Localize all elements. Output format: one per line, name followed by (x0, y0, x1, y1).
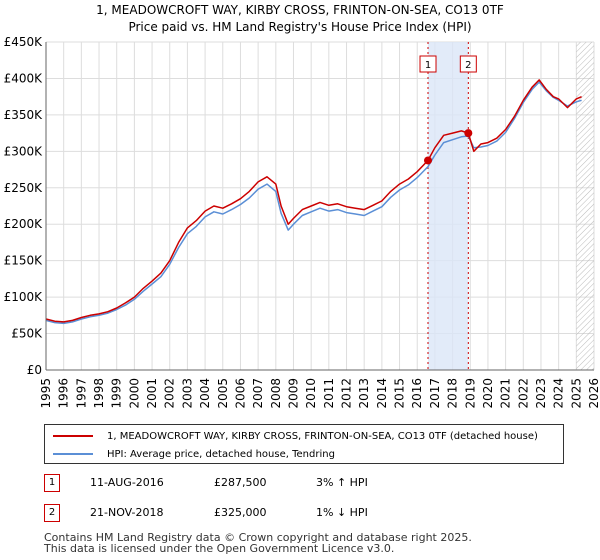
sale-number-badge: 1 (44, 474, 60, 492)
plot-area (46, 42, 594, 370)
x-tick-label: 1997 (74, 378, 88, 409)
x-tick-label: 2008 (269, 378, 283, 409)
title-line-2: Price paid vs. HM Land Registry's House … (128, 20, 472, 34)
x-tick-label: 2012 (340, 378, 354, 409)
sale-hpi-diff: 3% ↑ HPI (316, 476, 368, 489)
x-tick-label: 2013 (357, 378, 371, 409)
y-tick-label: £250K (4, 181, 44, 195)
x-tick-label: 2020 (481, 378, 495, 409)
y-tick-label: £50K (11, 327, 43, 341)
legend-label-hpi: HPI: Average price, detached house, Tend… (107, 448, 335, 460)
x-tick-label: 2014 (375, 378, 389, 409)
sale-price: £287,500 (214, 476, 267, 489)
footer-line-1: Contains HM Land Registry data © Crown c… (44, 531, 472, 544)
footer-attribution: Contains HM Land Registry data © Crown c… (44, 532, 584, 554)
x-tick-label: 1998 (92, 378, 106, 409)
y-tick-label: £450K (4, 35, 44, 49)
legend-line-red (53, 435, 93, 437)
x-tick-label: 2011 (322, 378, 336, 409)
y-tick-label: £0 (27, 363, 42, 377)
x-tick-label: 2000 (127, 378, 141, 409)
x-tick-label: 2018 (446, 378, 460, 409)
sale-number-badge: 2 (44, 504, 60, 522)
axes: £0 £50K £100K £150K £200K £250K £300K £350K £400… (4, 35, 600, 409)
x-tick-label: 2001 (145, 378, 159, 409)
sale-point (424, 156, 433, 165)
x-tick-label: 2007 (251, 378, 265, 409)
forecast-hatch (576, 42, 594, 370)
title-line-1: 1, MEADOWCROFT WAY, KIRBY CROSS, FRINTON… (96, 3, 504, 17)
chart-legend: 1, MEADOWCROFT WAY, KIRBY CROSS, FRINTON… (44, 424, 564, 464)
x-tick-label: 2016 (410, 378, 424, 409)
x-tick-label: 2021 (499, 378, 513, 409)
x-tick-label: 2022 (516, 378, 530, 409)
y-tick-label: £150K (4, 254, 44, 268)
table-row: 2 21-NOV-2018 £325,000 1% ↓ HPI (44, 504, 584, 524)
x-tick-label: 2009 (286, 378, 300, 409)
y-tick-label: £100K (4, 290, 44, 304)
x-tick-label: 2019 (463, 378, 477, 409)
series-lines (45, 79, 582, 325)
x-tick-label: 1996 (57, 378, 71, 409)
sale-hpi-diff: 1% ↓ HPI (316, 506, 368, 519)
sale-period-region (427, 42, 594, 370)
legend-item-property: 1, MEADOWCROFT WAY, KIRBY CROSS, FRINTON… (53, 428, 538, 444)
y-tick-label: £350K (4, 108, 44, 122)
x-tick-label: 2005 (216, 378, 230, 409)
legend-item-hpi: HPI: Average price, detached house, Tend… (53, 446, 335, 462)
chart-title: 1, MEADOWCROFT WAY, KIRBY CROSS, FRINTON… (0, 2, 600, 36)
x-tick-label: 1999 (110, 378, 124, 409)
footer-line-2: This data is licensed under the Open Gov… (44, 542, 395, 555)
x-tick-label: 2010 (304, 378, 318, 409)
x-tick-label: 2017 (428, 378, 442, 409)
grid (45, 41, 595, 371)
x-tick-label: 2006 (233, 378, 247, 409)
y-tick-label: £300K (4, 144, 44, 158)
table-row: 1 11-AUG-2016 £287,500 3% ↑ HPI (44, 474, 584, 494)
property-series-line (45, 79, 582, 323)
x-tick-label: 2004 (198, 378, 212, 409)
x-tick-label: 1995 (39, 378, 53, 409)
sale-label-box (459, 55, 477, 73)
sale-label-number: 2 (465, 60, 471, 71)
shaded-sale-period (428, 42, 469, 370)
sale-price: £325,000 (214, 506, 267, 519)
y-tick-label: £400K (4, 71, 44, 85)
x-tick-label: 2026 (587, 378, 600, 409)
sale-label-box (419, 55, 437, 73)
sale-point (464, 129, 473, 138)
legend-line-blue (53, 453, 93, 455)
x-tick-label: 2015 (393, 378, 407, 409)
x-tick-label: 2025 (569, 378, 583, 409)
sale-date: 21-NOV-2018 (90, 506, 164, 519)
hpi-series-line (45, 81, 582, 325)
y-tick-label: £200K (4, 217, 44, 231)
sale-date: 11-AUG-2016 (90, 476, 164, 489)
x-tick-label: 2002 (163, 378, 177, 409)
x-tick-label: 2024 (552, 378, 566, 409)
sale-label-number: 1 (425, 60, 431, 71)
x-tick-label: 2003 (180, 378, 194, 409)
x-tick-label: 2023 (534, 378, 548, 409)
legend-label-property: 1, MEADOWCROFT WAY, KIRBY CROSS, FRINTON… (107, 430, 538, 442)
